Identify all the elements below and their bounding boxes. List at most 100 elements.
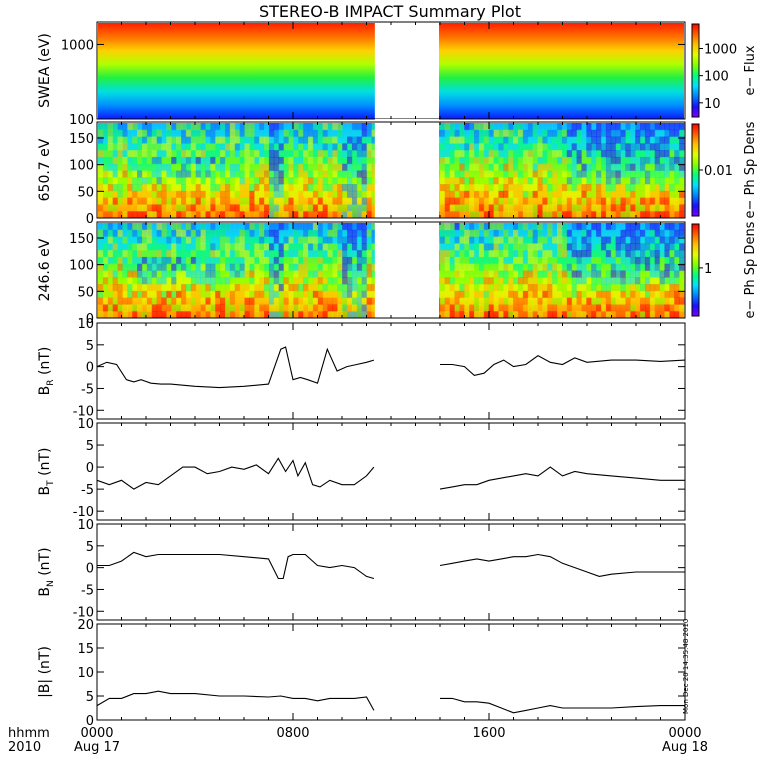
heatmap-cell <box>469 150 475 158</box>
heatmap-cell <box>464 223 470 231</box>
heatmap-cell <box>615 250 622 258</box>
heatmap-cell <box>356 243 363 251</box>
heatmap-cell <box>322 143 329 151</box>
heatmap-cell <box>327 236 333 244</box>
footer-date_end: Aug 18 <box>662 740 708 755</box>
heatmap-cell <box>542 143 548 151</box>
heatmap-cell <box>127 163 133 171</box>
heatmap-cell <box>474 190 480 199</box>
heatmap-cell <box>557 304 563 312</box>
heatmap-cell <box>600 256 607 265</box>
heatmap-cell <box>459 297 465 305</box>
heatmap-cell <box>620 197 626 205</box>
heatmap-cell <box>268 163 275 171</box>
heatmap-cell <box>439 229 446 238</box>
heatmap-cell <box>122 297 128 305</box>
heatmap-cell <box>293 284 299 292</box>
heatmap-cell <box>605 270 612 278</box>
heatmap-cell <box>557 290 563 299</box>
heatmap-cell <box>674 270 680 278</box>
heatmap-cell <box>522 163 529 171</box>
heatmap-cell <box>586 236 592 244</box>
heatmap-cell <box>527 123 534 131</box>
heatmap-cell <box>317 311 324 319</box>
heatmap-cell <box>361 190 368 199</box>
heatmap-cell <box>112 290 119 299</box>
heatmap-cell <box>317 263 324 271</box>
heatmap-cell <box>327 290 333 299</box>
heatmap-cell <box>469 277 475 285</box>
y-tick-label: 5 <box>86 439 94 454</box>
heatmap-cell <box>347 190 353 199</box>
heatmap-cell <box>342 277 348 285</box>
heatmap-cell <box>493 177 499 185</box>
heatmap-cell <box>532 129 538 138</box>
heatmap-cell <box>498 197 504 205</box>
heatmap-cell <box>312 297 319 305</box>
heatmap-cell <box>532 143 538 151</box>
heatmap-cell <box>127 277 133 285</box>
heatmap-cell <box>264 304 270 312</box>
heatmap-cell <box>317 123 324 131</box>
heatmap-cell <box>586 290 592 299</box>
heatmap-cell <box>469 136 475 144</box>
heatmap-cell <box>151 256 158 265</box>
heatmap-cell <box>474 163 480 171</box>
heatmap-cell <box>317 184 324 192</box>
y-tick-label: 0 <box>86 212 94 227</box>
heatmap-cell <box>112 136 119 144</box>
heatmap-cell <box>557 170 563 178</box>
heatmap-cell <box>600 123 607 131</box>
heatmap-cell <box>264 311 270 319</box>
heatmap-cell <box>161 270 167 278</box>
heatmap-cell <box>615 177 622 185</box>
heatmap-cell <box>674 123 680 131</box>
heatmap-cell <box>493 129 499 138</box>
heatmap-cell <box>229 263 236 271</box>
heatmap-cell <box>561 263 568 271</box>
heatmap-cell <box>561 123 568 131</box>
heatmap-cell <box>654 284 661 292</box>
heatmap-cell <box>117 304 123 312</box>
heatmap-cell <box>459 123 465 131</box>
heatmap-cell <box>317 170 324 178</box>
heatmap-cell <box>229 170 236 178</box>
heatmap-cell <box>557 284 563 292</box>
heatmap-cell <box>522 129 529 138</box>
heatmap-cell <box>190 123 197 131</box>
heatmap-cell <box>581 123 587 131</box>
heatmap-cell <box>674 156 680 165</box>
heatmap-cell <box>337 177 343 185</box>
heatmap-cell <box>327 163 333 171</box>
heatmap-cell <box>498 277 504 285</box>
heatmap-cell <box>185 250 192 258</box>
heatmap-cell <box>469 177 475 185</box>
heatmap-cell <box>605 163 612 171</box>
heatmap-cell <box>664 136 670 144</box>
heatmap-cell <box>161 143 167 151</box>
heatmap-cell <box>264 156 270 165</box>
heatmap-cell <box>600 184 607 192</box>
heatmap-cell <box>552 177 558 185</box>
heatmap-cell <box>171 204 177 212</box>
heatmap-cell <box>278 150 285 158</box>
heatmap-cell <box>581 277 587 285</box>
heatmap-cell <box>342 263 348 271</box>
heatmap-cell <box>107 197 114 205</box>
heatmap-cell <box>449 223 455 231</box>
heatmap-cell <box>161 170 167 178</box>
heatmap-cell <box>669 156 675 165</box>
heatmap-cell <box>239 204 245 212</box>
heatmap-cell <box>659 290 665 299</box>
heatmap-cell <box>146 250 153 258</box>
heatmap-cell <box>561 256 568 265</box>
heatmap-cell <box>669 163 675 171</box>
heatmap-cell <box>166 170 172 178</box>
heatmap-cell <box>185 229 192 238</box>
heatmap-cell <box>610 311 617 319</box>
heatmap-cell <box>591 177 597 185</box>
heatmap-cell <box>615 270 622 278</box>
